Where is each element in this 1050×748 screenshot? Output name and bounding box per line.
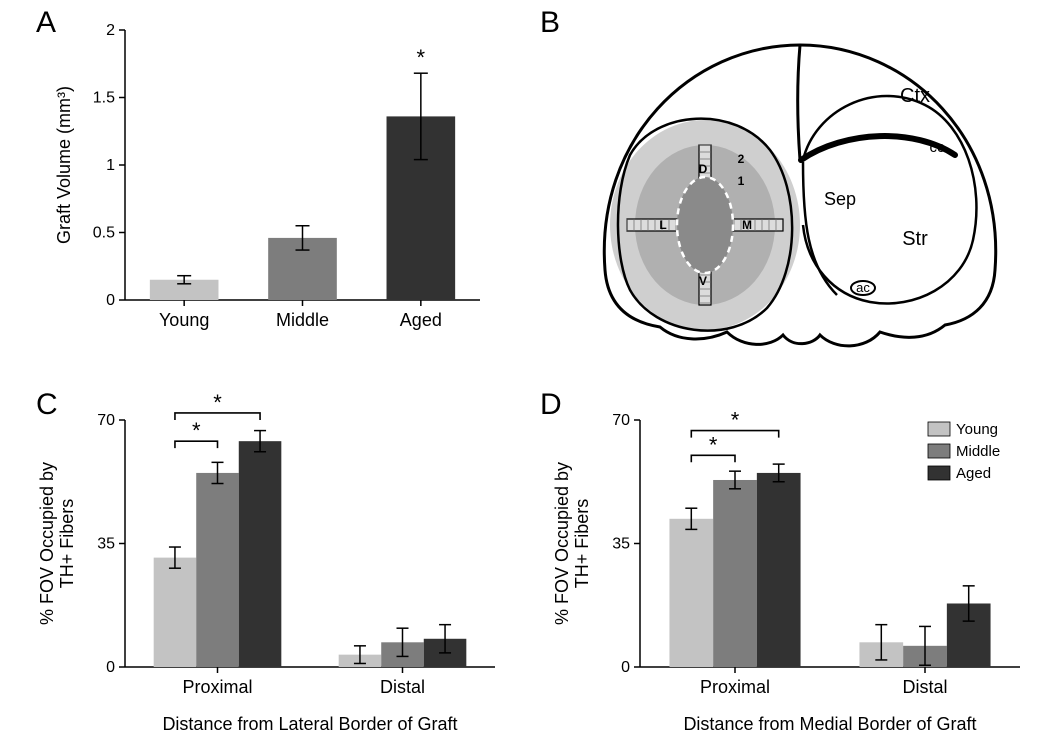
svg-text:Distance from Medial Border of: Distance from Medial Border of Graft xyxy=(683,714,976,734)
svg-text:*: * xyxy=(213,392,222,415)
svg-text:2: 2 xyxy=(738,152,745,166)
svg-text:0: 0 xyxy=(621,659,630,676)
svg-text:TH+ Fibers: TH+ Fibers xyxy=(57,499,77,589)
label-cc: cc xyxy=(930,139,946,156)
label-sep: Sep xyxy=(824,189,856,209)
legend-swatch-young xyxy=(928,422,950,436)
bar-proximal-young xyxy=(154,558,197,667)
bar-proximal-young xyxy=(669,519,713,667)
svg-text:V: V xyxy=(699,274,707,288)
svg-text:Graft Volume (mm³): Graft Volume (mm³) xyxy=(54,86,74,244)
svg-text:*: * xyxy=(417,45,426,70)
legend-label-young: Young xyxy=(956,421,998,438)
svg-text:0: 0 xyxy=(106,292,115,309)
svg-text:Distal: Distal xyxy=(902,677,947,697)
svg-text:M: M xyxy=(742,218,752,232)
panel-b-diagram: D V L M 1 2 Ctx cc Sep Str ac xyxy=(545,10,1035,360)
svg-text:*: * xyxy=(731,408,740,433)
bar-proximal-aged xyxy=(757,473,801,667)
graft-arm xyxy=(627,219,683,231)
legend-swatch-middle xyxy=(928,444,950,458)
svg-text:Young: Young xyxy=(159,310,209,330)
legend-label-aged: Aged xyxy=(956,465,991,482)
svg-text:Distance from Lateral Border o: Distance from Lateral Border of Graft xyxy=(162,714,457,734)
svg-text:L: L xyxy=(659,218,666,232)
graft-arm xyxy=(727,219,783,231)
svg-text:35: 35 xyxy=(612,536,630,553)
panel-c-chart: 0 35 70 % FOV Occupied byTH+ Fibers Distance… xyxy=(30,392,510,742)
svg-text:2: 2 xyxy=(106,22,115,39)
label-str: Str xyxy=(902,228,928,250)
svg-text:Proximal: Proximal xyxy=(182,677,252,697)
svg-text:Aged: Aged xyxy=(400,310,442,330)
svg-text:% FOV Occupied by: % FOV Occupied by xyxy=(37,462,57,625)
figure-root: A B C D 00.511.52Graft Volume (mm³)Young… xyxy=(0,0,1050,748)
svg-text:70: 70 xyxy=(612,412,630,429)
svg-text:*: * xyxy=(709,432,718,457)
svg-text:0.5: 0.5 xyxy=(93,225,115,242)
svg-text:% FOV Occupied by: % FOV Occupied by xyxy=(552,462,572,625)
svg-text:70: 70 xyxy=(97,412,115,429)
svg-text:Middle: Middle xyxy=(276,310,329,330)
bar-proximal-aged xyxy=(239,441,282,667)
bar-proximal-middle xyxy=(196,473,239,667)
legend-label-middle: Middle xyxy=(956,443,1000,460)
label-ac: ac xyxy=(856,280,870,295)
panel-a-chart: 0 0.5 1 1.5 2 Graft Volume (mm³) Young Middle Ag… xyxy=(30,10,500,360)
svg-text:1.5: 1.5 xyxy=(93,90,115,107)
label-ctx: Ctx xyxy=(900,85,930,107)
svg-text:Proximal: Proximal xyxy=(700,677,770,697)
svg-text:*: * xyxy=(192,418,201,443)
svg-text:Distal: Distal xyxy=(380,677,425,697)
svg-text:1: 1 xyxy=(738,174,745,188)
svg-text:0: 0 xyxy=(106,659,115,676)
bar-proximal-middle xyxy=(713,480,757,667)
svg-text:1: 1 xyxy=(106,157,115,174)
svg-text:35: 35 xyxy=(97,536,115,553)
svg-text:TH+ Fibers: TH+ Fibers xyxy=(572,499,592,589)
legend-swatch-aged xyxy=(928,466,950,480)
panel-d-chart: 0 35 70 % FOV Occupied byTH+ Fibers Distance… xyxy=(545,392,1035,742)
svg-text:D: D xyxy=(699,162,708,176)
